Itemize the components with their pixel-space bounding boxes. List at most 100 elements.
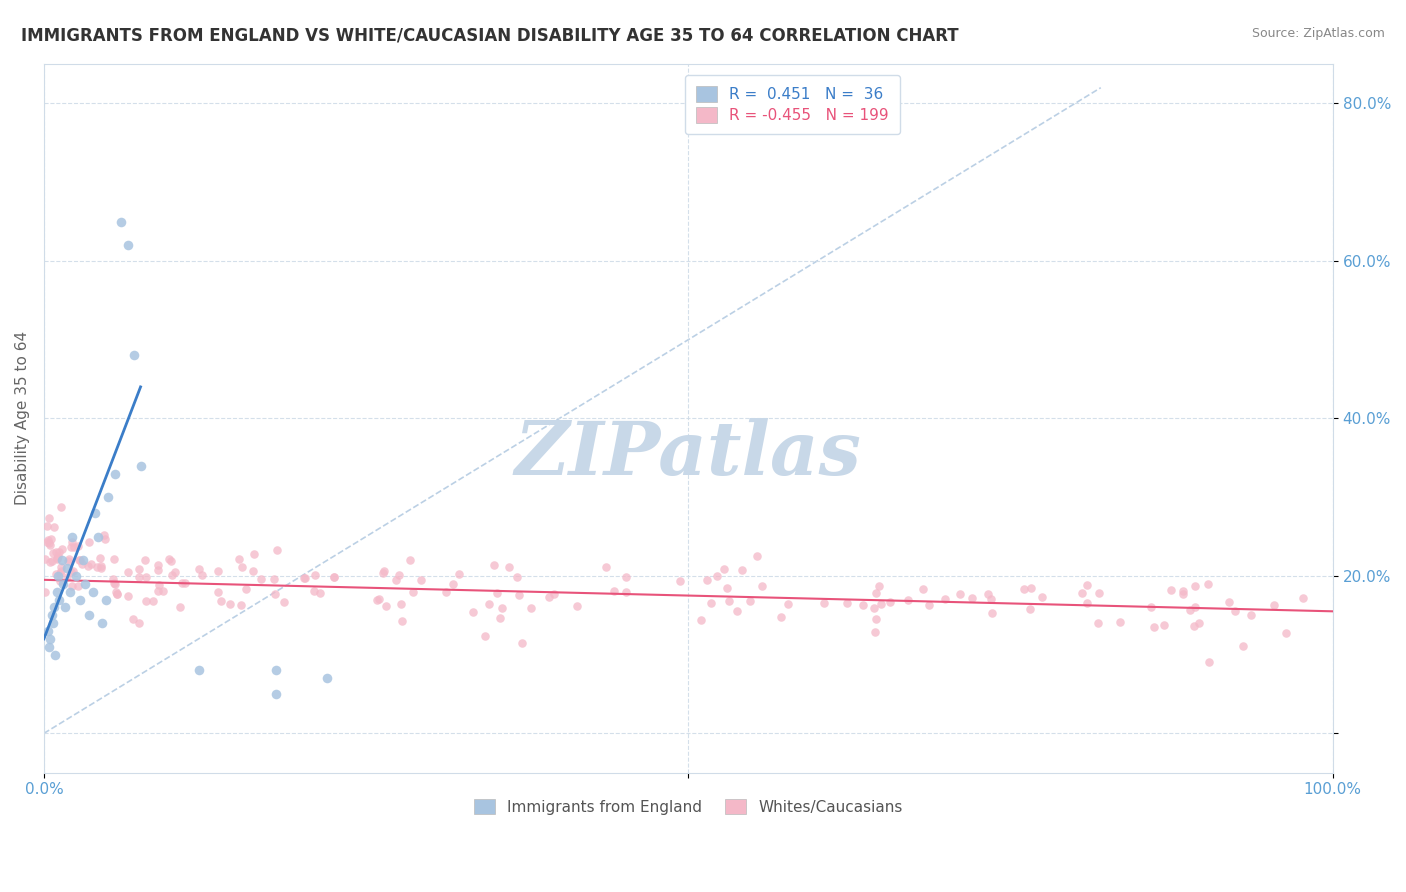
Point [897, 593, 920, 607]
Point [449, 567, 471, 582]
Point [209, 594, 232, 608]
Point [391, 614, 413, 628]
Point [103, 576, 125, 591]
Point [105, 584, 128, 599]
Point [46, 550, 69, 565]
Point [543, 587, 565, 601]
Point [41, 608, 63, 623]
Point [1274, 626, 1296, 640]
Point [1232, 640, 1254, 654]
Point [1012, 582, 1035, 597]
Point [51, 553, 73, 567]
Point [669, 574, 692, 588]
Point [977, 587, 1000, 601]
Point [1173, 584, 1195, 599]
Point [911, 582, 934, 596]
Point [478, 598, 501, 612]
Point [148, 584, 170, 599]
Point [38, 511, 60, 525]
Point [434, 585, 457, 599]
Point [835, 596, 858, 610]
Point [90, 560, 112, 574]
Point [49, 560, 72, 574]
Point [146, 558, 169, 572]
Point [1291, 591, 1313, 605]
Point [207, 565, 229, 579]
Point [700, 596, 723, 610]
Point [56, 561, 79, 575]
Point [70, 557, 93, 571]
Point [778, 597, 800, 611]
Text: ZIPatlas: ZIPatlas [515, 417, 862, 490]
Point [1088, 586, 1111, 600]
Point [117, 566, 139, 580]
Point [949, 587, 972, 601]
Point [751, 579, 773, 593]
Point [706, 569, 728, 583]
Point [82, 584, 104, 599]
Point [1076, 578, 1098, 592]
Point [46, 549, 69, 563]
Point [53, 600, 76, 615]
Point [371, 566, 394, 581]
Point [152, 583, 174, 598]
Point [34, 552, 56, 566]
Point [323, 570, 346, 584]
Point [110, 214, 132, 228]
Point [485, 585, 508, 599]
Point [1019, 581, 1042, 595]
Point [373, 564, 395, 578]
Point [769, 610, 792, 624]
Point [508, 588, 530, 602]
Point [63, 540, 86, 554]
Point [44, 648, 66, 662]
Point [34, 585, 56, 599]
Point [235, 582, 257, 597]
Point [45, 584, 67, 599]
Point [65, 569, 87, 583]
Point [1071, 586, 1094, 600]
Point [461, 605, 484, 619]
Point [264, 687, 287, 701]
Point [188, 562, 211, 576]
Point [42, 520, 65, 534]
Point [72, 553, 94, 567]
Point [506, 570, 529, 584]
Point [1087, 616, 1109, 631]
Point [387, 568, 409, 582]
Point [242, 564, 264, 578]
Point [1143, 619, 1166, 633]
Legend: Immigrants from England, Whites/Caucasians: Immigrants from England, Whites/Caucasia… [463, 788, 914, 825]
Point [520, 601, 543, 615]
Point [1184, 600, 1206, 615]
Point [48, 574, 70, 589]
Point [38, 640, 60, 654]
Point [135, 594, 157, 608]
Point [105, 587, 128, 601]
Point [738, 593, 761, 607]
Point [1197, 577, 1219, 591]
Point [1153, 618, 1175, 632]
Point [865, 612, 887, 626]
Point [934, 591, 956, 606]
Point [94, 532, 117, 546]
Point [865, 624, 887, 639]
Point [104, 467, 127, 481]
Point [747, 549, 769, 564]
Point [1019, 602, 1042, 616]
Point [39, 532, 62, 546]
Point [292, 571, 315, 585]
Point [402, 584, 425, 599]
Point [128, 562, 150, 576]
Point [1188, 615, 1211, 630]
Point [716, 581, 738, 595]
Point [67, 553, 90, 567]
Point [38, 536, 60, 550]
Point [45, 567, 67, 582]
Point [263, 572, 285, 586]
Point [1223, 604, 1246, 618]
Point [218, 597, 240, 611]
Point [128, 616, 150, 631]
Point [67, 579, 90, 593]
Point [1240, 607, 1263, 622]
